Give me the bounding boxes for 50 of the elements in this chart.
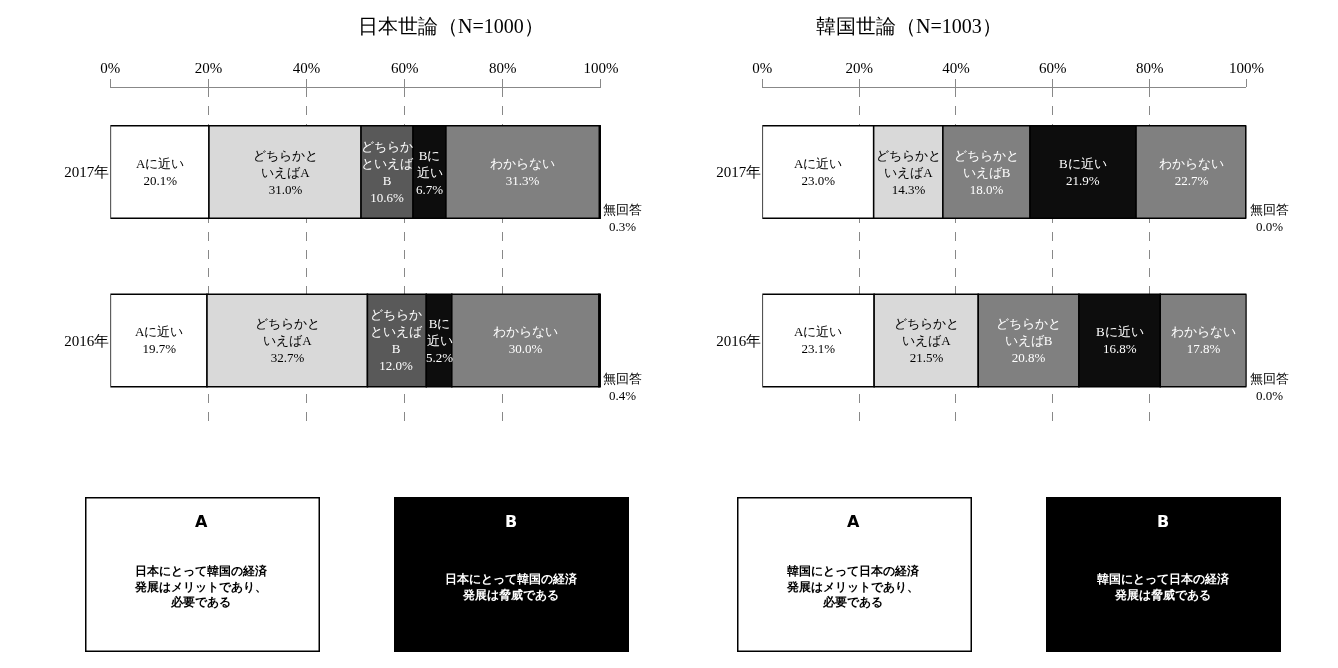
data-label: どちらかといえばA 31.0% [253, 148, 318, 197]
data-label: 無回答 0.3% [603, 202, 642, 234]
text: 日本にとって韓国の経済発展はメリットであり、必要である [134, 564, 268, 610]
y-tick-label: 2017年 [64, 164, 110, 181]
y-tick-label: 2016年 [716, 332, 762, 349]
x-tick-label: 60% [1039, 59, 1067, 76]
x-tick-label: 80% [489, 59, 517, 76]
chart-title: 日本世論（N=1000） [358, 15, 544, 37]
data-label: どちらかといえばB 18.0% [954, 148, 1019, 197]
data-label: Bに近い 21.9% [1059, 156, 1107, 188]
x-tick-label: 0% [100, 59, 121, 76]
data-label: どちらかといえばB 20.8% [996, 316, 1061, 365]
x-tick-label: 40% [942, 59, 970, 76]
data-label: わからない 30.0% [493, 324, 558, 356]
data-label: どちらかといえばA 21.5% [894, 316, 959, 365]
data-label: 無回答 0.4% [603, 371, 642, 403]
chart-title: 韓国世論（N=1003） [816, 15, 1002, 37]
data-label: Bに近い 5.2% [426, 316, 454, 365]
text: 韓国にとって日本の経済発展はメリットであり、必要である [786, 564, 920, 610]
x-tick-label: 100% [1228, 59, 1264, 76]
text: A [195, 512, 208, 531]
data-label: Aに近い 23.0% [794, 156, 843, 188]
x-tick-label: 20% [845, 59, 873, 76]
data-label: Bに近い 6.7% [416, 148, 444, 197]
data-label: わからない 17.8% [1171, 324, 1236, 356]
text: A [847, 512, 860, 531]
x-tick-label: 80% [1135, 59, 1164, 76]
data-label: どちらかといえばA 32.7% [255, 316, 320, 365]
text: 日本にとって韓国の経済発展は脅威である [445, 572, 578, 602]
y-tick-label: 2016年 [64, 332, 110, 349]
x-tick-label: 40% [292, 59, 321, 76]
x-tick-label: 60% [390, 59, 419, 76]
data-label: Aに近い 19.7% [135, 324, 184, 356]
data-label: Bに近い 16.8% [1096, 324, 1144, 356]
data-label: わからない 22.7% [1159, 156, 1224, 188]
data-label: どちらかといえばB 10.6% [361, 139, 414, 205]
data-label: どちらかといえばA 14.3% [876, 148, 941, 197]
data-label: Aに近い 23.1% [794, 324, 843, 356]
y-tick-label: 2017年 [716, 164, 762, 181]
data-label: Aに近い 20.1% [136, 156, 185, 188]
text: B [1157, 512, 1170, 531]
x-tick-label: 0% [752, 59, 773, 76]
x-tick-label: 100% [583, 59, 619, 76]
data-label: 無回答 0.0% [1250, 202, 1289, 234]
text: B [505, 512, 518, 531]
data-label: どちらかといえばB 12.0% [370, 307, 423, 373]
x-tick-label: 20% [194, 59, 223, 76]
data-label: わからない 31.3% [490, 156, 555, 188]
text: 韓国にとって日本の経済発展は脅威である [1097, 572, 1230, 602]
data-label: 無回答 0.0% [1250, 371, 1289, 403]
